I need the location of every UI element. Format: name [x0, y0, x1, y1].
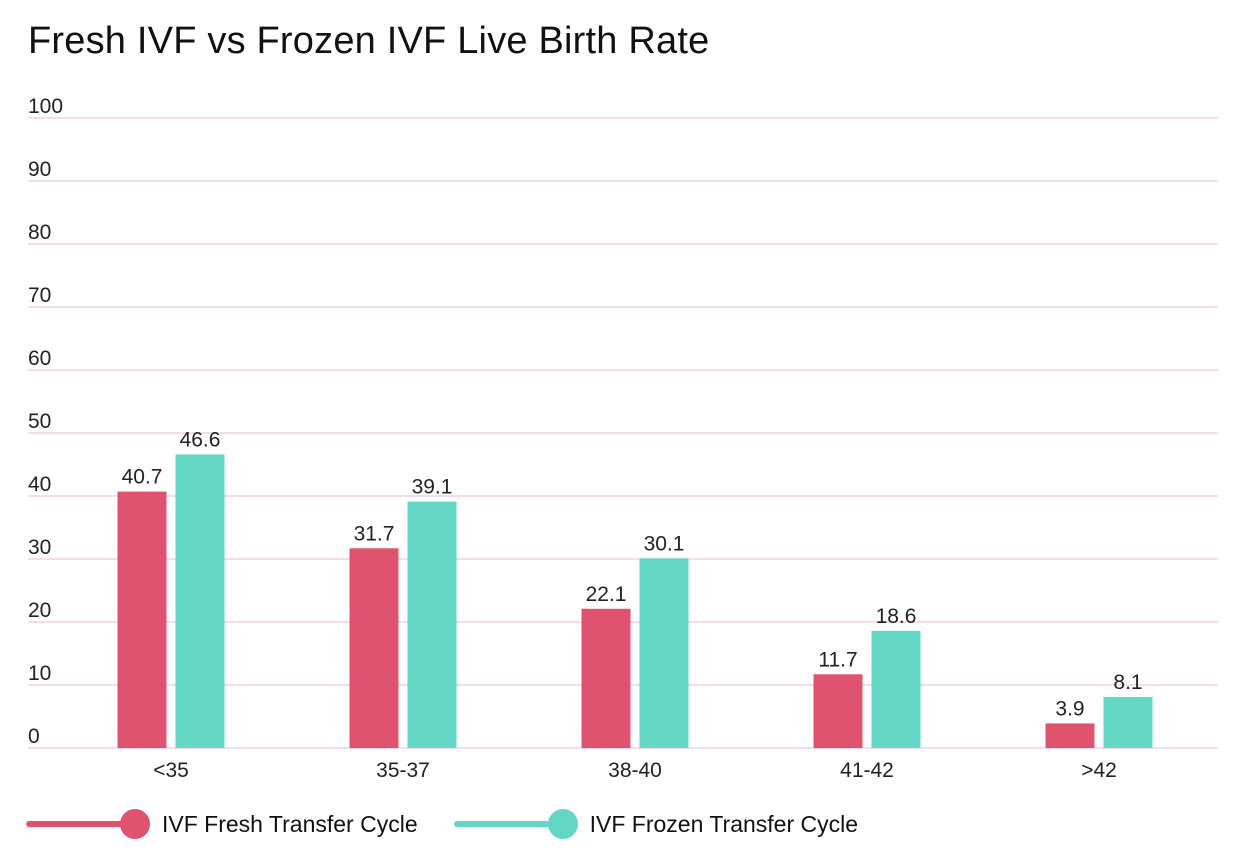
bar-frozen-0: [175, 454, 225, 748]
bar-frozen-1: [407, 501, 457, 748]
data-label-frozen-1: 39.1: [412, 476, 453, 499]
legend-line-frozen: [453, 821, 554, 827]
bar-fresh-1: [349, 548, 399, 748]
data-label-frozen-2: 30.1: [644, 532, 685, 555]
data-label-fresh-0: 40.7: [122, 466, 163, 489]
data-label-fresh-2: 22.1: [586, 583, 627, 606]
y-axis-tick-labels: 0 10 20 30 40 50 60 70 80 90 100: [28, 95, 63, 748]
x-tick-label-0: <35: [153, 759, 189, 782]
x-tick-label-2: 38-40: [608, 759, 662, 782]
data-label-frozen-0: 46.6: [180, 428, 221, 451]
legend-dot-frozen: [547, 809, 578, 839]
x-axis-tick-labels: <35 35-37 38-40 41-42 >42: [153, 759, 1117, 782]
y-tick-label-20: 20: [28, 599, 51, 622]
y-tick-label-40: 40: [28, 473, 51, 496]
y-tick-label-10: 10: [28, 662, 51, 685]
data-label-fresh-4: 3.9: [1055, 697, 1084, 720]
y-tick-label-30: 30: [28, 536, 51, 559]
legend-line-fresh: [26, 821, 126, 827]
legend-label-fresh: IVF Fresh Transfer Cycle: [162, 810, 418, 837]
legend-dot-fresh: [120, 809, 150, 839]
legend-swatch-fresh: [26, 806, 150, 842]
bar-fresh-2: [581, 608, 631, 748]
bar-frozen-2: [639, 558, 689, 748]
bars: 40.7 46.6 31.7 39.1 22.1 30.1 11.7 18.6 3.9 8.1: [117, 428, 1153, 748]
y-tick-label-80: 80: [28, 221, 51, 244]
y-tick-label-100: 100: [28, 95, 63, 118]
y-tick-label-60: 60: [28, 347, 51, 370]
legend-item-fresh[interactable]: IVF Fresh Transfer Cycle: [26, 806, 418, 842]
bar-fresh-0: [117, 491, 167, 748]
y-tick-label-90: 90: [28, 158, 51, 181]
gridlines: [28, 117, 1218, 749]
data-label-frozen-4: 8.1: [1113, 671, 1142, 694]
bar-fresh-4: [1045, 723, 1095, 748]
y-tick-label-50: 50: [28, 410, 51, 433]
bar-fresh-3: [813, 674, 863, 748]
bar-frozen-4: [1103, 696, 1153, 748]
x-tick-label-1: 35-37: [376, 759, 430, 782]
data-label-frozen-3: 18.6: [876, 605, 917, 628]
y-tick-label-70: 70: [28, 284, 51, 307]
x-tick-label-3: 41-42: [840, 759, 894, 782]
data-label-fresh-1: 31.7: [354, 522, 395, 545]
legend: IVF Fresh Transfer Cycle IVF Frozen Tran…: [26, 806, 858, 842]
legend-label-frozen: IVF Frozen Transfer Cycle: [589, 810, 859, 837]
chart-title: Fresh IVF vs Frozen IVF Live Birth Rate: [28, 20, 710, 62]
legend-item-frozen[interactable]: IVF Frozen Transfer Cycle: [453, 806, 859, 842]
data-label-fresh-3: 11.7: [818, 648, 857, 671]
legend-swatch-frozen: [453, 806, 578, 842]
x-tick-label-4: >42: [1081, 759, 1117, 782]
y-tick-label-0: 0: [28, 725, 40, 748]
bar-frozen-3: [871, 630, 921, 748]
